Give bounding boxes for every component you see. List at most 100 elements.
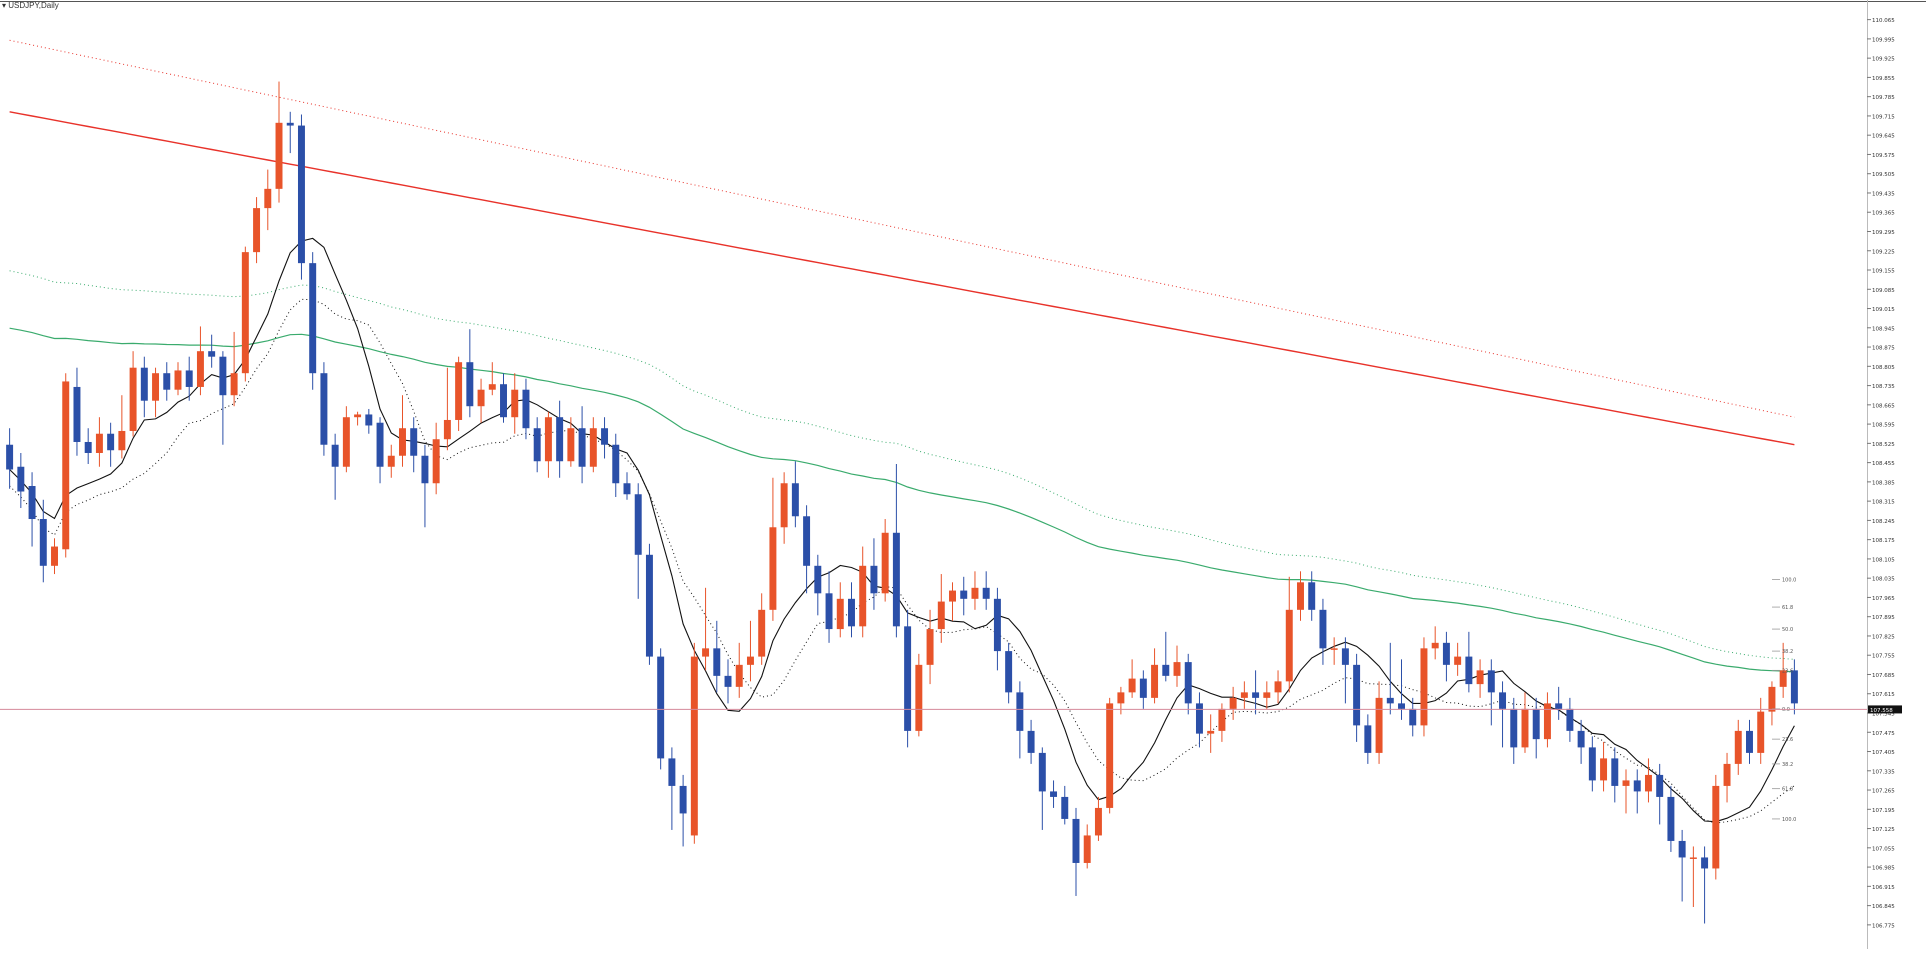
candle [960,576,968,616]
candle-body [926,629,934,665]
candle [1117,686,1125,715]
candle [1689,846,1697,907]
price-tick-label: 107.405 [1872,750,1895,756]
candle-body [1454,656,1462,665]
candle-body [1746,730,1753,753]
candle [455,356,463,431]
candle [118,395,126,459]
candle [253,197,261,264]
candle-body [780,483,788,528]
candle [443,367,451,451]
candle-body [1409,708,1417,726]
price-tick-label: 109.085 [1872,288,1895,294]
candle [51,538,58,575]
ma-green-dotted-line [9,270,1795,660]
candle [1375,681,1383,764]
candle [657,648,665,770]
fib-level-label: 23.6 [1782,737,1793,743]
candle [533,417,541,473]
candle [365,408,373,434]
candle [129,351,137,437]
candle-body [1016,692,1024,731]
candle [1106,697,1114,814]
candle-body [1083,835,1091,863]
candle [466,329,474,418]
candle-body [1195,703,1203,734]
candle [230,331,238,407]
ma-black-line [9,237,1795,823]
candle [522,378,530,440]
ma-black-dotted-line [9,298,1795,824]
price-tick-label: 107.475 [1872,731,1895,737]
candle-body [107,433,115,451]
candle-body [1420,648,1428,726]
candle-body [601,428,609,445]
candle-body [1600,758,1608,781]
candle [1139,670,1147,709]
fib-level-label: 23.6 [1782,668,1793,674]
price-tick-label: 107.755 [1872,654,1895,660]
candle-body [702,648,710,657]
candle [735,642,743,698]
candle [174,362,182,396]
candle [1656,763,1664,825]
candle-body [1790,670,1798,704]
candle [567,417,575,467]
candle [1577,719,1585,764]
price-tick-label: 109.575 [1872,153,1895,159]
candle-body [1465,656,1473,685]
candle-body [1701,857,1709,869]
price-tick-label: 108.245 [1872,519,1895,525]
candle [544,411,552,478]
candle-body [399,428,406,456]
candle-body [365,414,373,426]
candle [791,461,799,528]
candle [1510,697,1518,764]
candle [1207,714,1215,753]
candle-body [735,664,743,687]
candle [1667,785,1675,852]
candle [208,334,216,368]
candle [1038,747,1046,830]
candle [937,574,945,643]
candle-body [342,417,350,467]
candle-body [387,455,395,467]
candle-body [533,428,541,462]
candle-body [1644,774,1652,792]
candle-body [95,433,103,453]
price-tick-label: 109.925 [1872,57,1895,63]
candle [1588,736,1596,792]
price-tick-label: 109.015 [1872,307,1895,313]
candle [28,472,36,547]
candle-body [1364,725,1372,753]
candle-body [848,598,855,627]
candle-body [1151,664,1159,698]
candle-body [982,587,990,599]
candle-body [1072,818,1080,863]
candle-body [825,593,833,630]
candle [1678,829,1686,902]
price-tick-label: 109.785 [1872,95,1895,101]
candle [1521,692,1529,753]
candle [511,373,519,434]
candle-body [376,422,384,467]
price-tick-label: 108.945 [1872,326,1895,332]
candle-body [1353,664,1361,726]
price-tick-label: 108.175 [1872,538,1895,544]
candle-body [297,125,305,264]
fib-level-label: 61.8 [1782,605,1793,611]
candle-body [17,466,25,492]
candle [107,422,115,467]
candle-body [1757,711,1765,753]
candle [387,444,395,478]
candle [904,609,912,748]
candle-body [769,527,777,610]
candle-body [1341,648,1349,665]
candle [668,747,676,830]
candle-body [623,483,631,495]
candle [1442,631,1450,682]
candle-body [1476,670,1484,685]
candle-body [28,486,36,520]
